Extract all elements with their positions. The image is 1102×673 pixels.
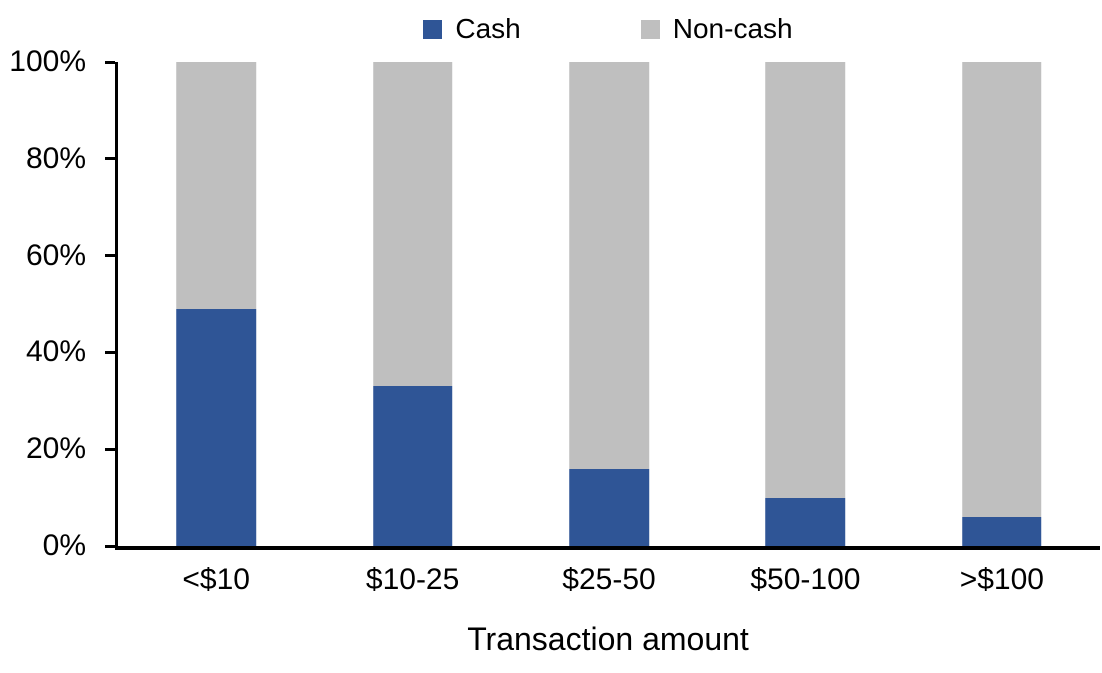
y-axis-line — [115, 62, 118, 550]
legend-item-non-cash: Non-cash — [640, 13, 793, 44]
bar-column — [904, 62, 1100, 546]
legend-item-cash: Cash — [423, 13, 521, 44]
x-axis-labels: <$10 $10-25 $25-50 $50-100 >$100 — [118, 562, 1100, 598]
y-axis-tick-mark — [105, 254, 115, 258]
bar-segment-non-cash — [765, 62, 846, 498]
stacked-bar — [569, 62, 649, 546]
bar-column — [314, 62, 510, 546]
y-axis-tick-label: 80% — [25, 141, 86, 175]
y-axis-tick-mark — [105, 544, 115, 548]
bar-segment-non-cash — [962, 62, 1042, 517]
y-axis-tick-label: 0% — [42, 529, 86, 562]
stacked-bar — [962, 62, 1042, 546]
y-axis-tick-mark — [105, 157, 115, 161]
stacked-bar — [176, 62, 256, 546]
stacked-bar — [372, 62, 453, 546]
x-axis-line — [115, 546, 1100, 550]
bar-segment-cash — [569, 468, 649, 546]
legend-label: Non-cash — [672, 13, 793, 44]
x-axis-category-label: $25-50 — [562, 563, 656, 596]
x-axis-category-label: >$100 — [959, 563, 1044, 596]
plot-area — [118, 62, 1100, 546]
legend-swatch-icon — [423, 19, 443, 39]
legend-label: Cash — [455, 13, 521, 44]
bar-column — [118, 62, 314, 546]
x-axis-category-label: <$10 — [182, 563, 250, 596]
legend-swatch-icon — [640, 19, 660, 39]
bar-segment-non-cash — [372, 62, 453, 387]
x-axis-title: Transaction amount — [467, 621, 749, 657]
bar-segment-cash — [372, 386, 453, 546]
bar-segment-cash — [962, 516, 1042, 546]
y-axis-tick-label: 60% — [25, 238, 86, 272]
bar-segment-non-cash — [176, 62, 256, 309]
bar-column — [707, 62, 903, 546]
bar-segment-cash — [176, 308, 256, 546]
y-axis: 0% 20% 40% 60% 80% 100% — [0, 47, 115, 561]
y-axis-tick-label: 20% — [25, 432, 86, 466]
chart-legend: Cash Non-cash — [116, 8, 1100, 50]
y-axis-tick-label: 100% — [9, 45, 86, 78]
y-axis-tick-mark — [105, 60, 115, 64]
stacked-bar — [765, 62, 846, 546]
bar-column — [511, 62, 707, 546]
bar-segment-cash — [765, 497, 846, 546]
x-axis-category-label: $50-100 — [750, 563, 861, 596]
bar-segment-non-cash — [569, 62, 649, 469]
y-axis-tick-label: 40% — [25, 335, 86, 369]
y-axis-tick-mark — [105, 447, 115, 451]
x-axis-category-label: $10-25 — [365, 563, 460, 596]
y-axis-tick-mark — [105, 350, 115, 354]
